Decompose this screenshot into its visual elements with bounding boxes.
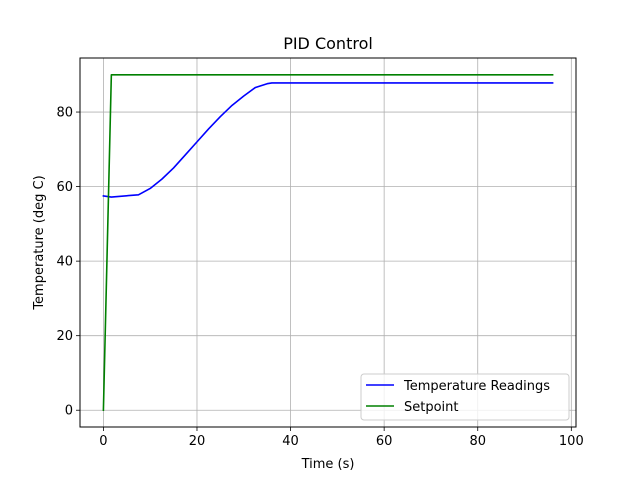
y-tick-label: 40 — [56, 255, 73, 270]
x-axis-ticks: 0 20 40 60 80 100 — [99, 427, 584, 449]
x-tick-label: 20 — [189, 434, 206, 449]
x-axis-label: Time (s) — [301, 457, 355, 472]
y-axis-ticks: 0 20 40 60 80 — [56, 106, 80, 419]
legend-label-temperature-readings: Temperature Readings — [403, 379, 550, 394]
chart-title: PID Control — [283, 34, 373, 53]
series-line-setpoint — [102, 73, 554, 412]
y-tick-label: 20 — [56, 329, 73, 344]
plot-frame — [79, 57, 577, 428]
legend-box — [360, 373, 570, 421]
y-axis-label: Temperature (deg C) — [32, 175, 47, 310]
series-line-temperature-readings — [102, 82, 554, 198]
y-tick-label: 80 — [56, 106, 73, 121]
x-tick-label: 80 — [469, 434, 486, 449]
x-tick-label: 60 — [376, 434, 393, 449]
x-tick-label: 40 — [282, 434, 299, 449]
legend: Temperature Readings Setpoint — [360, 373, 570, 421]
x-tick-label: 100 — [559, 434, 584, 449]
y-tick-label: 0 — [65, 404, 73, 419]
y-tick-label: 60 — [56, 180, 73, 195]
grid — [80, 58, 576, 427]
x-tick-label: 0 — [99, 434, 107, 449]
series-lines — [102, 73, 554, 412]
legend-label-setpoint: Setpoint — [404, 400, 459, 415]
